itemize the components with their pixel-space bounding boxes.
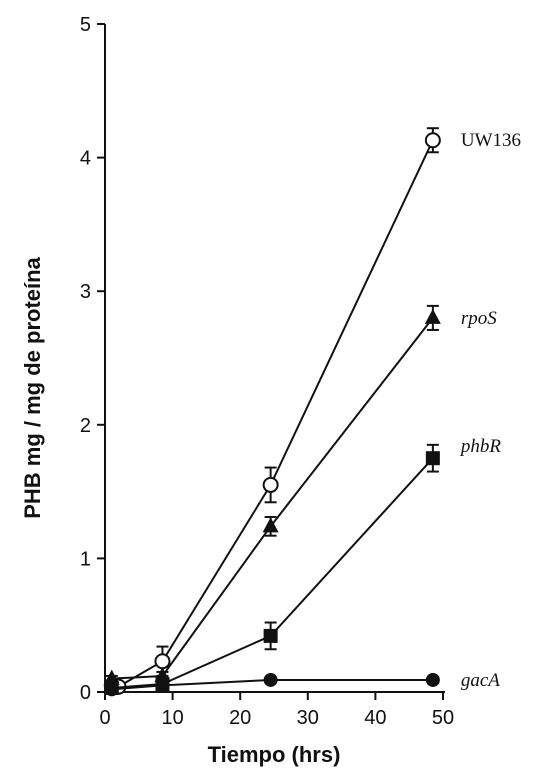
data-point — [425, 672, 440, 687]
series-line — [111, 139, 434, 688]
series-label: rpoS — [461, 308, 497, 329]
y-tick-label: 5 — [80, 14, 91, 36]
series-line — [111, 678, 433, 691]
x-axis-ticks: 0 10 20 30 40 50 — [99, 692, 454, 729]
data-point — [263, 672, 278, 687]
x-tick-label: 40 — [364, 707, 386, 729]
x-tick-label: 10 — [161, 707, 183, 729]
x-tick-label: 30 — [297, 707, 319, 729]
axes — [104, 24, 445, 693]
data-point — [425, 451, 440, 466]
series-label: gacA — [461, 670, 500, 691]
y-tick-label: 0 — [80, 682, 91, 704]
data-point — [424, 308, 441, 324]
x-tick-label: 20 — [229, 707, 251, 729]
data-point — [154, 653, 171, 670]
x-tick-label: 0 — [99, 707, 110, 729]
data-point — [263, 628, 278, 643]
y-axis-ticks: 0 1 2 3 4 5 — [80, 14, 105, 704]
data-point — [104, 682, 119, 697]
x-tick-label: 50 — [432, 707, 454, 729]
series-label: phbR — [459, 436, 502, 457]
data-point — [262, 517, 279, 533]
series-UW136: UW136 — [103, 127, 521, 695]
y-tick-label: 4 — [80, 148, 91, 170]
data-point — [103, 669, 120, 685]
y-tick-label: 3 — [80, 281, 91, 303]
y-tick-label: 1 — [80, 548, 91, 570]
series-label: UW136 — [461, 130, 521, 151]
series-gacA: gacA — [104, 670, 500, 697]
series-line — [111, 317, 434, 680]
data-point — [155, 678, 170, 693]
y-axis-title: PHB mg / mg de proteína — [20, 256, 45, 518]
y-tick-label: 2 — [80, 415, 91, 437]
series-rpoS: rpoS — [103, 304, 497, 685]
series-group: UW136 rpoS phbR gacA — [103, 127, 521, 697]
data-point — [424, 132, 441, 149]
x-axis-title: Tiempo (hrs) — [208, 742, 341, 767]
data-point — [262, 476, 279, 493]
series-line — [111, 457, 434, 689]
